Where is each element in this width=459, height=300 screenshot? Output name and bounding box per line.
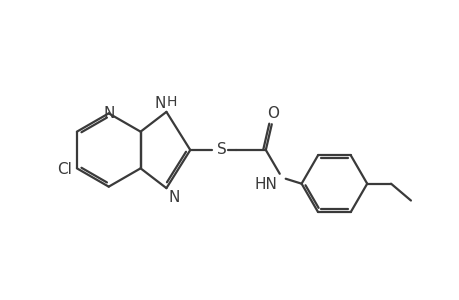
- Text: HN: HN: [254, 177, 277, 192]
- Text: N: N: [154, 96, 165, 111]
- Text: H: H: [166, 95, 176, 109]
- Text: Cl: Cl: [57, 162, 72, 177]
- Text: N: N: [168, 190, 179, 205]
- Text: O: O: [266, 106, 278, 121]
- Text: N: N: [103, 106, 114, 121]
- Text: S: S: [217, 142, 226, 158]
